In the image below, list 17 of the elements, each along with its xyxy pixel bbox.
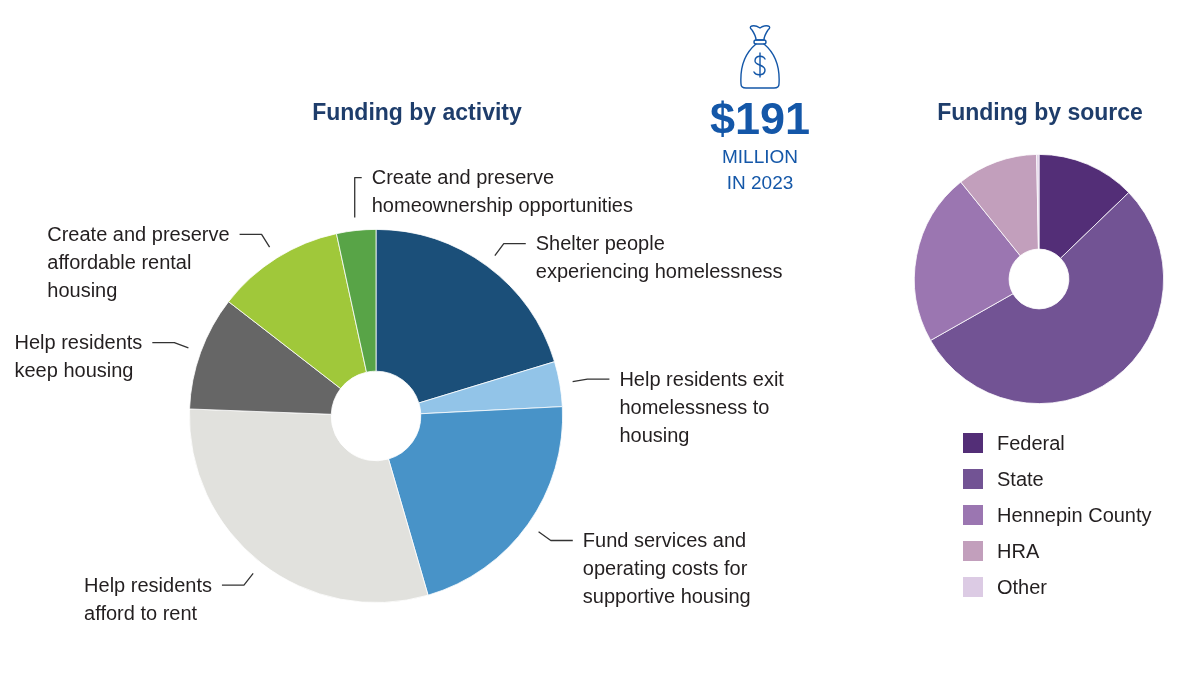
legend-label: State [997, 467, 1044, 490]
slice-label: Fund services and operating costs for supportive housing [582, 529, 751, 608]
slice-label: Create and preserve homeownership opportunities [371, 166, 633, 217]
legend-label: HRA [997, 539, 1040, 562]
text: IN 2023 [725, 171, 795, 195]
chart-title: Funding by activity [312, 99, 522, 126]
legend-label: Hennepin County [997, 503, 1152, 526]
slice-label: Shelter people experiencing homelessness [535, 232, 783, 283]
slice-label: Help residents keep housing [14, 331, 143, 382]
legend-label: Other [997, 575, 1048, 598]
slice-label: Help residents afford to rent [84, 573, 212, 624]
text: $191 [708, 93, 812, 144]
slice-label: Help residents exit homelessness to housing [619, 367, 785, 446]
legend-label: Federal [997, 431, 1065, 454]
text: MILLION [721, 145, 799, 169]
chart-title: Funding by source [937, 99, 1143, 126]
slice-label: Create and preserve affordable rental housing [47, 222, 230, 301]
